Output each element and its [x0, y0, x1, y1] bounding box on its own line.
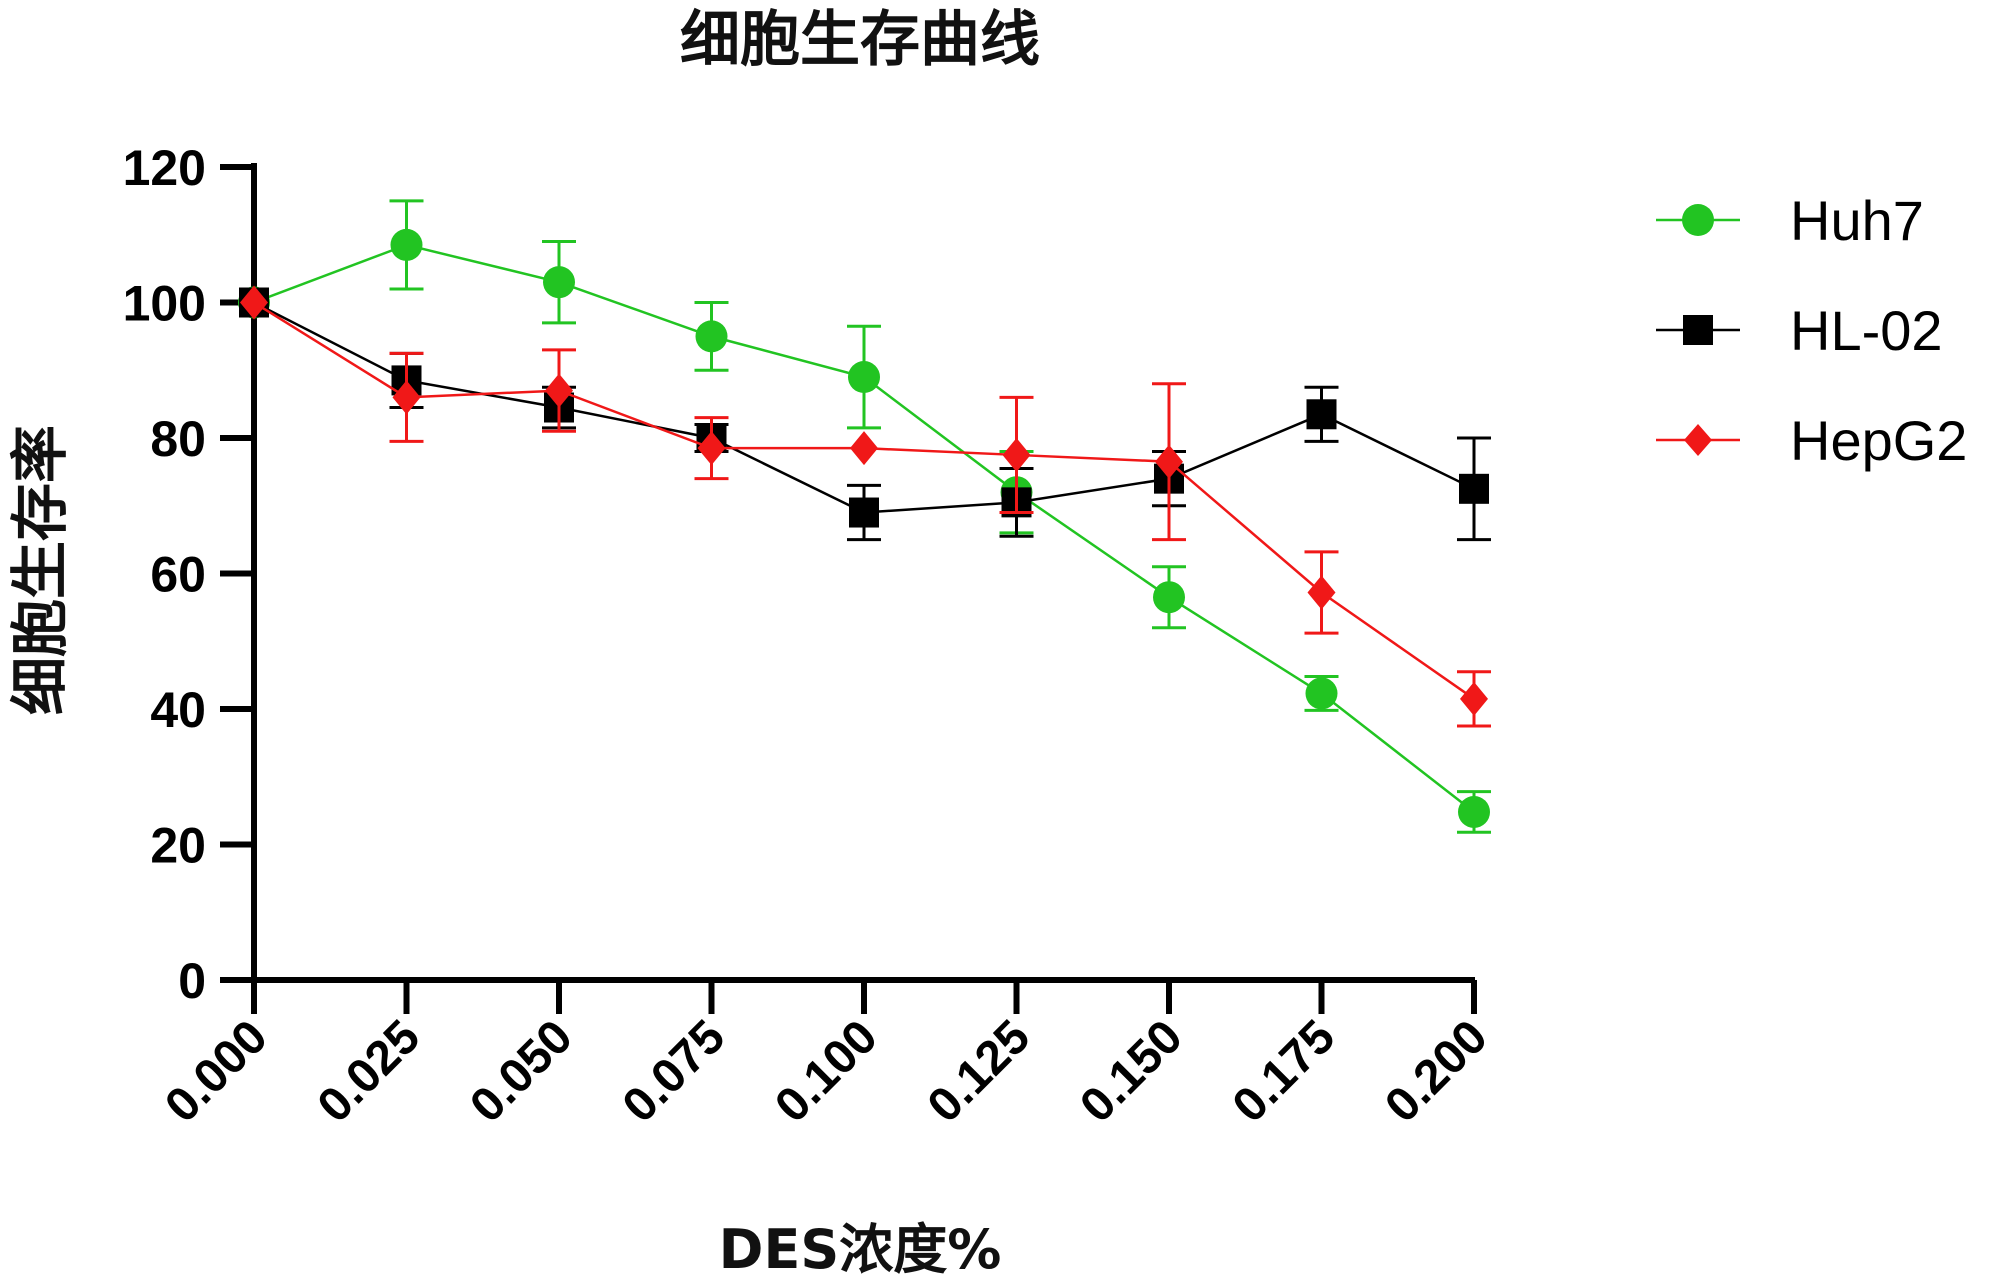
legend-item: HL-02: [1656, 299, 1943, 362]
y-tick-label: 0: [178, 953, 206, 1009]
legend-marker: [1684, 424, 1712, 456]
data-point: [390, 228, 423, 261]
x-axis-label: DES浓度%: [719, 1218, 1002, 1277]
y-axis-ticks: 0 20 40 60 80 100 120: [123, 140, 254, 1009]
data-point: [1155, 444, 1183, 479]
data-point: [1305, 677, 1338, 710]
data-point: [850, 431, 878, 466]
data-point: [1307, 575, 1336, 610]
data-point: [1153, 581, 1185, 614]
data-point: [240, 285, 268, 320]
x-tick-label: 0.125: [918, 1010, 1040, 1132]
data-point: [545, 373, 573, 408]
plot-area: [238, 199, 1491, 834]
x-tick-label: 0.000: [155, 1010, 277, 1132]
legend-item: HepG2: [1656, 409, 1967, 472]
data-point: [392, 380, 421, 415]
x-tick-label: 0.100: [765, 1010, 887, 1132]
x-tick-label: 0.150: [1070, 1010, 1192, 1132]
legend-label: HepG2: [1790, 409, 1967, 472]
series-hepg2: [240, 285, 1491, 728]
y-tick-label: 100: [123, 276, 206, 332]
data-point: [1460, 681, 1488, 716]
legend-item: Huh7: [1656, 189, 1924, 252]
data-point: [1458, 795, 1490, 828]
chart-title: 细胞生存曲线: [680, 5, 1040, 75]
x-tick-label: 0.175: [1223, 1010, 1345, 1132]
x-tick-label: 0.025: [308, 1010, 430, 1132]
x-tick-label: 0.075: [613, 1010, 735, 1132]
data-point: [1459, 473, 1489, 504]
data-point: [697, 431, 726, 466]
y-tick-label: 60: [150, 547, 206, 603]
legend-label: HL-02: [1790, 299, 1943, 362]
y-tick-label: 20: [150, 818, 206, 874]
y-tick-label: 80: [150, 411, 206, 467]
data-point: [543, 266, 575, 299]
x-axis-ticks: 0.000 0.025 0.050 0.075 0.100 0.125 0.150 0.175…: [155, 980, 1498, 1133]
y-tick-label: 40: [150, 682, 206, 738]
data-point: [1002, 437, 1031, 472]
legend-label: Huh7: [1790, 189, 1924, 252]
legend-marker: [1683, 315, 1713, 345]
y-tick-label: 120: [123, 140, 206, 196]
x-tick-label: 0.200: [1375, 1010, 1497, 1132]
data-point: [848, 361, 880, 394]
data-point: [695, 320, 728, 353]
data-point: [1306, 399, 1337, 430]
legend: Huh7 HL-02 HepG2: [1656, 189, 1967, 472]
series-huh7: [238, 199, 1491, 834]
legend-marker: [1682, 204, 1714, 236]
data-point: [849, 497, 879, 528]
x-tick-label: 0.050: [460, 1010, 582, 1132]
y-axis-label: 细胞生存率: [6, 425, 74, 715]
